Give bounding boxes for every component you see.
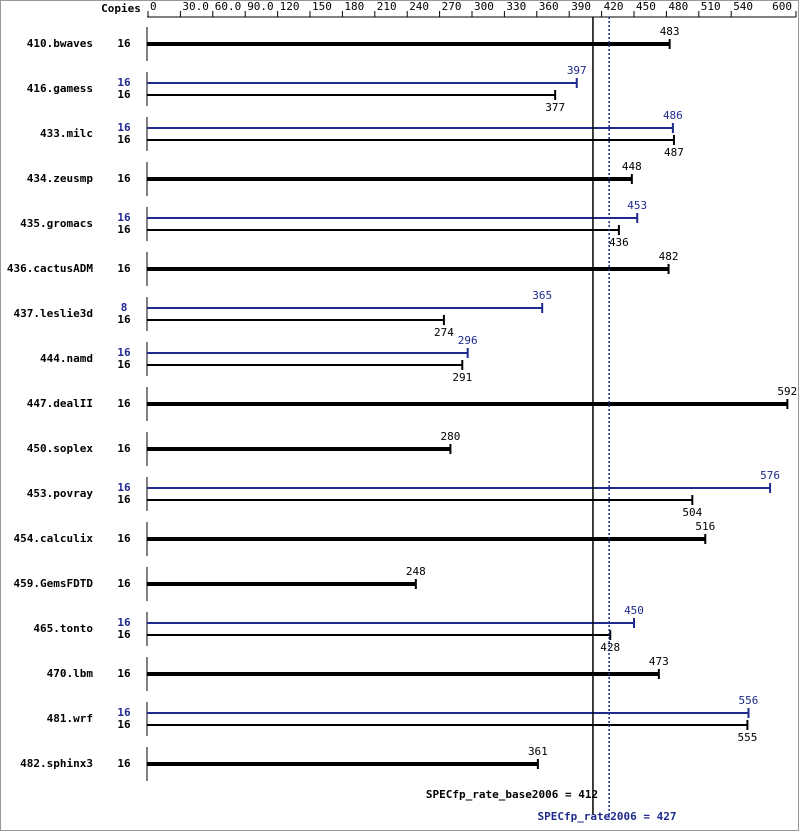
value-label: 365 (532, 289, 552, 302)
copies-label: 16 (117, 442, 131, 455)
category-label: 481.wrf (47, 712, 93, 725)
copies-label: 16 (117, 88, 131, 101)
category-label: 410.bwaves (27, 37, 93, 50)
copies-label: 16 (117, 532, 131, 545)
x-tick-label: 30.0 (182, 0, 209, 13)
category-label: 433.milc (40, 127, 93, 140)
category-label: 447.dealII (27, 397, 93, 410)
value-label: 361 (528, 745, 548, 758)
x-tick-label: 120 (280, 0, 300, 13)
copies-label: 16 (117, 346, 131, 359)
category-label: 482.sphinx3 (20, 757, 93, 770)
value-label: 291 (452, 371, 472, 384)
value-label: 248 (406, 565, 426, 578)
copies-label: 16 (117, 121, 131, 134)
category-label: 416.gamess (27, 82, 93, 95)
value-label: 556 (739, 694, 759, 707)
reference-label: SPECfp_rate_base2006 = 412 (426, 788, 598, 801)
x-tick-label: 0 (150, 0, 157, 13)
value-label: 483 (660, 25, 680, 38)
copies-label: 16 (117, 172, 131, 185)
copies-label: 16 (117, 481, 131, 494)
copies-label: 16 (117, 397, 131, 410)
reference-label: SPECfp_rate2006 = 427 (537, 810, 676, 823)
value-label: 504 (682, 506, 702, 519)
category-label: 453.povray (27, 487, 94, 500)
value-label: 516 (695, 520, 715, 533)
value-label: 296 (458, 334, 478, 347)
category-label: 459.GemsFDTD (14, 577, 94, 590)
x-tick-label: 420 (604, 0, 624, 13)
category-label: 454.calculix (14, 532, 94, 545)
x-tick-label: 90.0 (247, 0, 274, 13)
copies-label: 16 (117, 313, 131, 326)
copies-label: 16 (117, 37, 131, 50)
value-label: 486 (663, 109, 683, 122)
value-label: 274 (434, 326, 454, 339)
copies-label: 16 (117, 757, 131, 770)
copies-label: 16 (117, 628, 131, 641)
value-label: 473 (649, 655, 669, 668)
x-tick-label: 180 (344, 0, 364, 13)
value-label: 436 (609, 236, 629, 249)
x-tick-label: 270 (442, 0, 462, 13)
value-label: 555 (737, 731, 757, 744)
value-label: 450 (624, 604, 644, 617)
x-tick-label: 360 (539, 0, 559, 13)
value-label: 377 (545, 101, 565, 114)
category-label: 444.namd (40, 352, 93, 365)
copies-label: 16 (117, 76, 131, 89)
value-label: 453 (627, 199, 647, 212)
category-label: 434.zeusmp (27, 172, 94, 185)
x-tick-label: 150 (312, 0, 332, 13)
value-label: 482 (659, 250, 679, 263)
x-tick-label: 510 (701, 0, 721, 13)
x-tick-label: 450 (636, 0, 656, 13)
copies-label: 16 (117, 493, 131, 506)
x-tick-label: 330 (506, 0, 526, 13)
value-label: 592 (777, 385, 797, 398)
copies-label: 16 (117, 577, 131, 590)
copies-label: 16 (117, 262, 131, 275)
value-label: 397 (567, 64, 587, 77)
category-label: 437.leslie3d (14, 307, 93, 320)
value-label: 487 (664, 146, 684, 159)
value-label: 280 (440, 430, 460, 443)
value-label: 576 (760, 469, 780, 482)
copies-label: 16 (117, 616, 131, 629)
category-label: 450.soplex (27, 442, 94, 455)
x-tick-label: 600 (772, 0, 792, 13)
copies-label: 16 (117, 718, 131, 731)
value-label: 428 (600, 641, 620, 654)
category-label: 465.tonto (33, 622, 93, 635)
copies-label: 16 (117, 706, 131, 719)
copies-label: 16 (117, 211, 131, 224)
value-label: 448 (622, 160, 642, 173)
copies-label: 16 (117, 358, 131, 371)
x-tick-label: 540 (733, 0, 753, 13)
x-tick-label: 240 (409, 0, 429, 13)
copies-header: Copies (101, 2, 141, 15)
x-tick-label: 210 (377, 0, 397, 13)
copies-label: 16 (117, 133, 131, 146)
category-label: 470.lbm (47, 667, 94, 680)
copies-label: 16 (117, 223, 131, 236)
copies-label: 8 (121, 301, 128, 314)
category-label: 435.gromacs (20, 217, 93, 230)
copies-label: 16 (117, 667, 131, 680)
x-tick-label: 390 (571, 0, 591, 13)
x-tick-label: 300 (474, 0, 494, 13)
category-label: 436.cactusADM (7, 262, 93, 275)
x-tick-label: 480 (668, 0, 688, 13)
x-tick-label: 60.0 (215, 0, 242, 13)
